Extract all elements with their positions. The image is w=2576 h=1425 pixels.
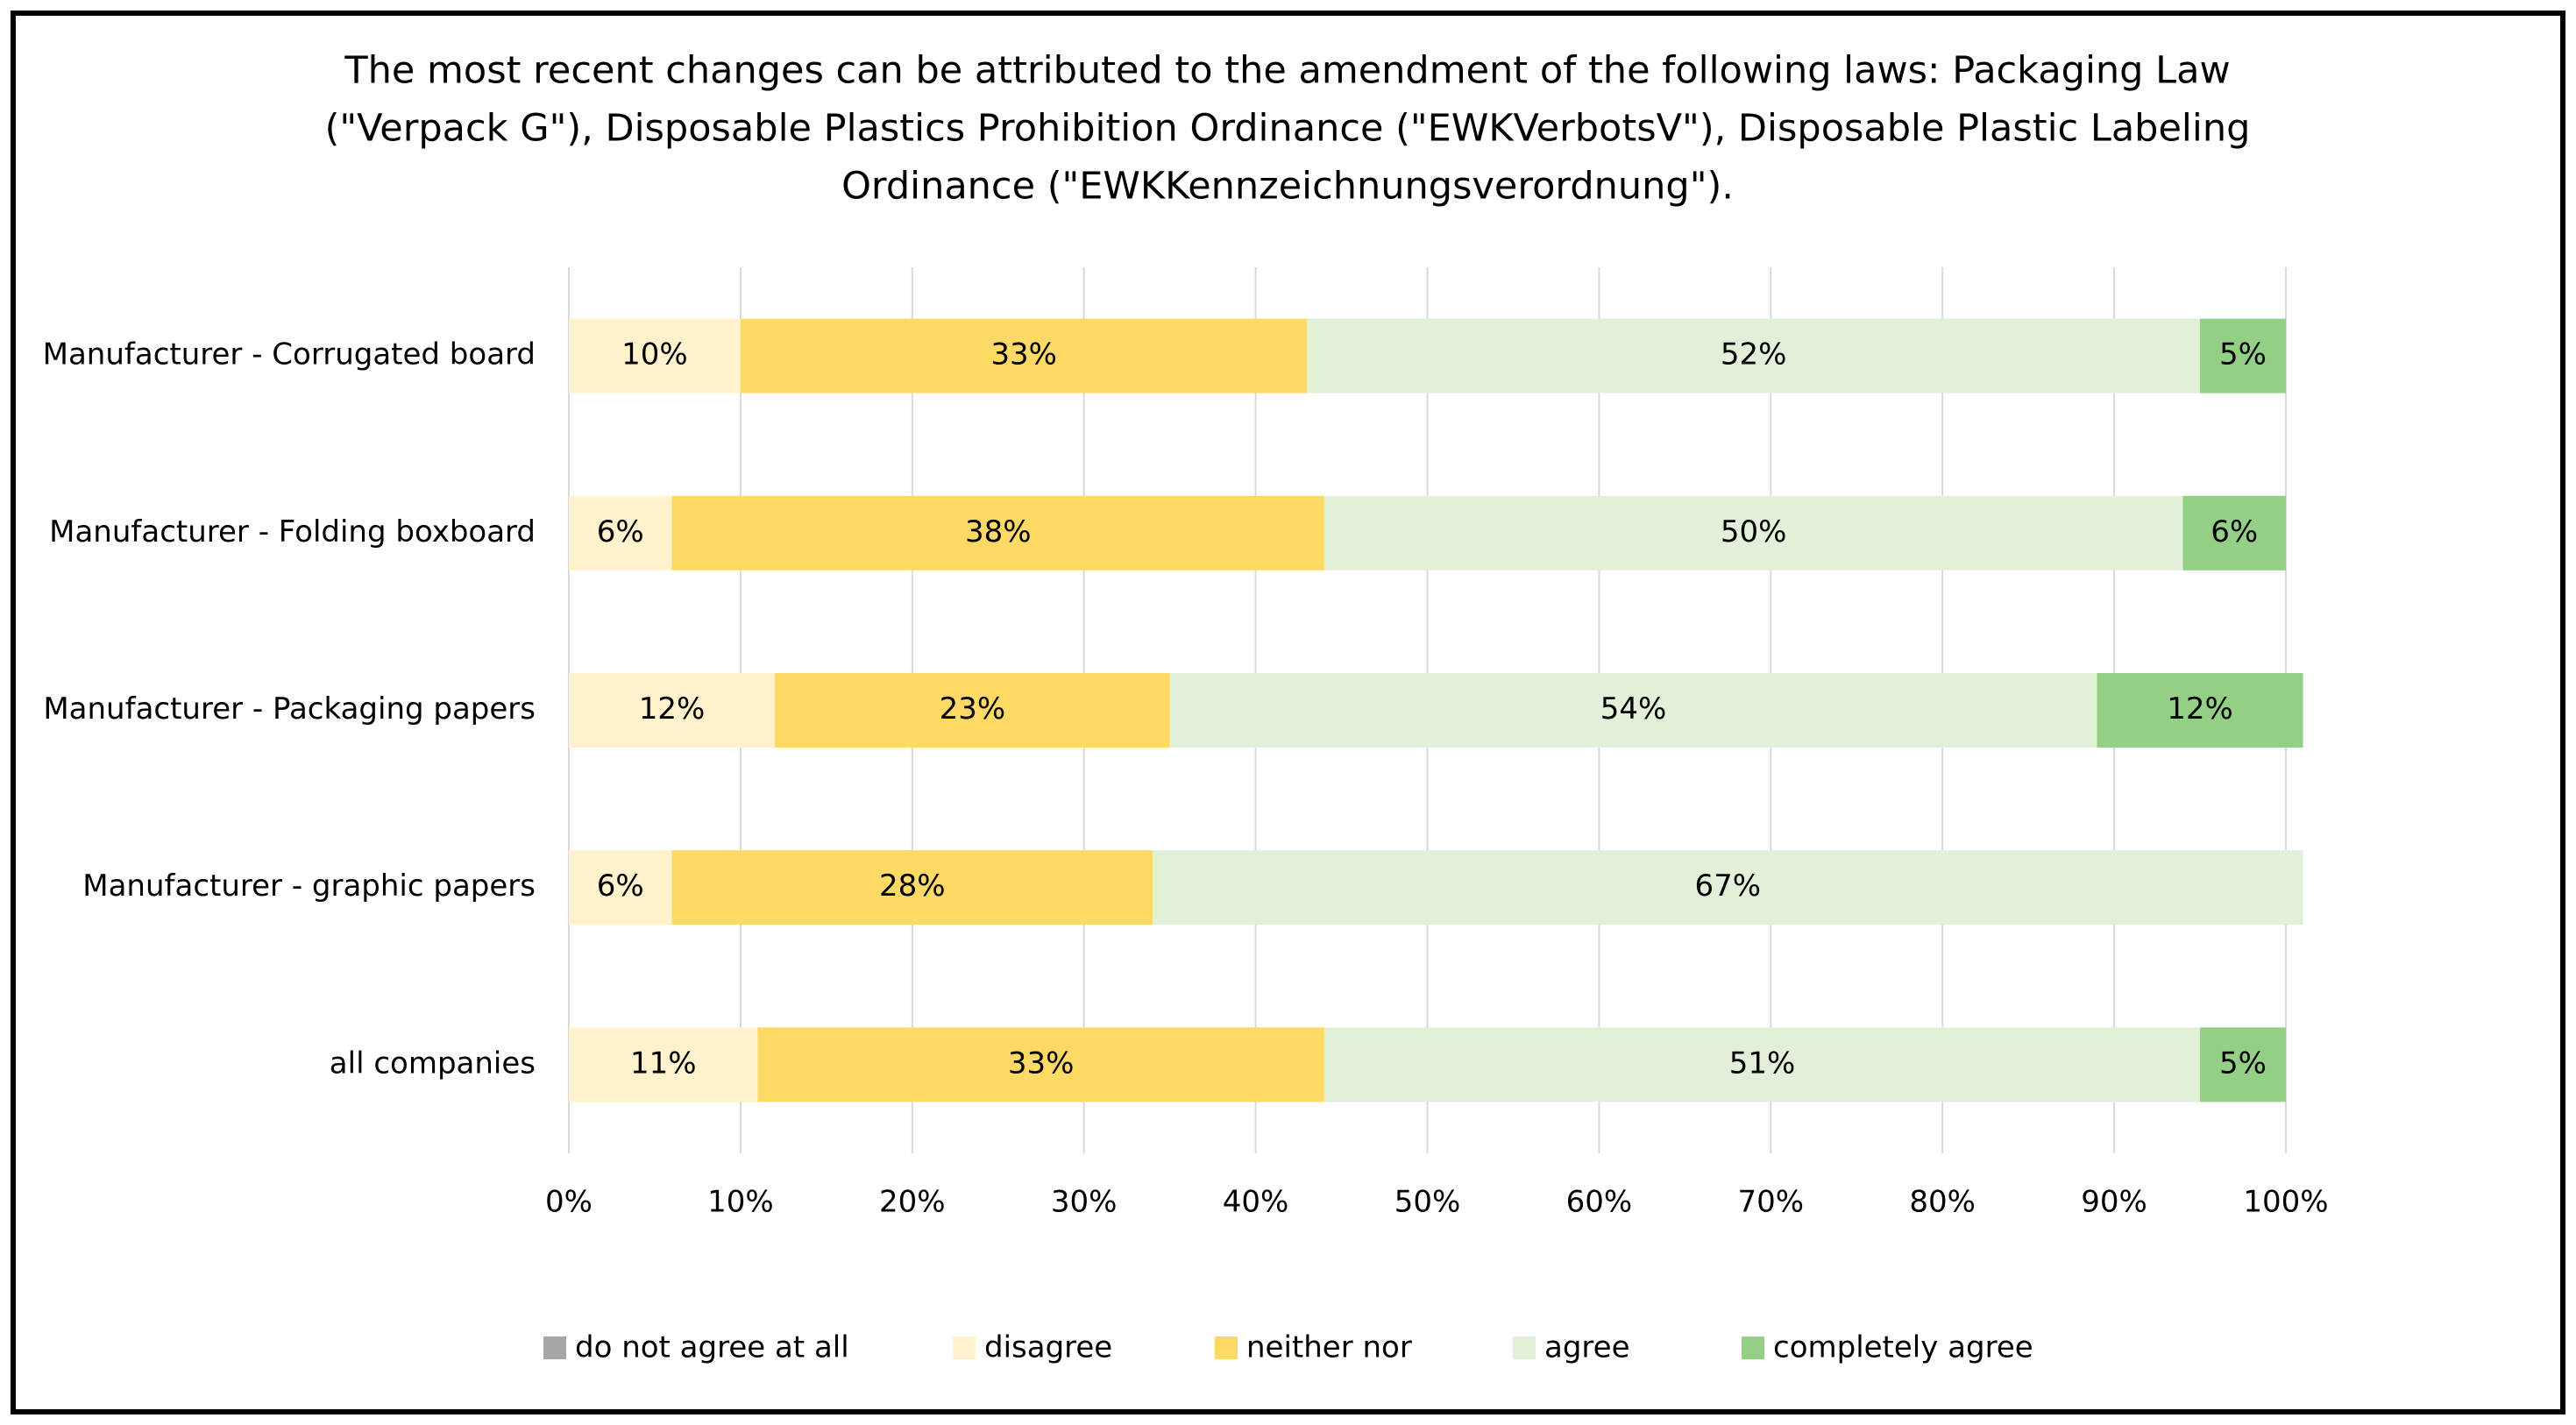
bar-segment — [757, 1027, 1324, 1102]
x-tick-label: 60% — [1566, 1185, 1633, 1220]
data-label: 33% — [1008, 1046, 1075, 1081]
data-label: 6% — [2211, 514, 2258, 549]
bar-segment — [2097, 673, 2303, 748]
bar-segment — [2200, 1027, 2286, 1102]
data-label: 6% — [597, 868, 644, 904]
y-tick-label: Manufacturer - Folding boxboard — [49, 514, 536, 549]
chart-title: ("Verpack G"), Disposable Plastics Prohi… — [325, 107, 2251, 151]
chart-title: Ordinance ("EWKKennzeichnungsverordnung"… — [841, 165, 1734, 209]
y-tick-label: Manufacturer - graphic papers — [82, 868, 536, 904]
bar-segment — [1307, 318, 2201, 393]
bar-segment — [775, 673, 1170, 748]
data-label: 54% — [1600, 691, 1667, 727]
legend-label: do not agree at all — [575, 1330, 849, 1365]
bar-segment — [569, 850, 672, 925]
data-label: 5% — [2219, 1046, 2267, 1081]
data-label: 33% — [990, 337, 1057, 372]
bar-segment — [1323, 495, 2183, 571]
bar-segment — [569, 318, 741, 393]
bar-segment — [671, 495, 1324, 571]
data-label: 5% — [2219, 337, 2267, 372]
bar-segment — [569, 1027, 758, 1102]
bar-segment — [1153, 850, 2303, 925]
x-tick-label: 90% — [2081, 1185, 2147, 1220]
bar-segment — [569, 673, 776, 748]
data-label: 38% — [965, 514, 1032, 549]
bar-segment — [2200, 318, 2286, 393]
legend-swatch — [1513, 1336, 1536, 1359]
legend-swatch — [543, 1336, 566, 1359]
chart-title: The most recent changes can be attribute… — [344, 49, 2230, 93]
legend-label: completely agree — [1773, 1330, 2033, 1365]
data-label: 10% — [621, 337, 688, 372]
x-tick-label: 10% — [707, 1185, 774, 1220]
data-label: 52% — [1721, 337, 1787, 372]
data-label: 51% — [1729, 1046, 1796, 1081]
data-label: 23% — [940, 691, 1006, 727]
bar-segment — [740, 318, 1308, 393]
x-tick-label: 20% — [879, 1185, 946, 1220]
y-tick-label: Manufacturer - Corrugated board — [43, 337, 536, 372]
x-tick-label: 50% — [1394, 1185, 1461, 1220]
data-label: 67% — [1695, 868, 1762, 904]
bar-segment — [2182, 495, 2286, 571]
legend-label: disagree — [984, 1330, 1112, 1365]
legend-swatch — [1215, 1336, 1238, 1359]
x-tick-label: 30% — [1051, 1185, 1118, 1220]
data-label: 12% — [639, 691, 706, 727]
data-label: 6% — [597, 514, 644, 549]
bar-segment — [1169, 673, 2097, 748]
data-label: 28% — [879, 868, 946, 904]
bar-segment — [569, 495, 672, 571]
x-tick-label: 0% — [545, 1185, 593, 1220]
bar-segment — [671, 850, 1153, 925]
legend-swatch — [1742, 1336, 1764, 1359]
y-tick-label: all companies — [330, 1046, 536, 1081]
x-tick-label: 40% — [1223, 1185, 1289, 1220]
x-tick-label: 80% — [1909, 1185, 1976, 1220]
y-tick-label: Manufacturer - Packaging papers — [43, 691, 536, 727]
legend-swatch — [953, 1336, 976, 1359]
bar-segment — [1323, 1027, 2201, 1102]
data-label: 50% — [1721, 514, 1787, 549]
legend-label: neither nor — [1246, 1330, 1412, 1365]
data-label: 12% — [2167, 691, 2233, 727]
x-tick-label: 100% — [2243, 1185, 2328, 1220]
data-label: 11% — [630, 1046, 697, 1081]
x-tick-label: 70% — [1738, 1185, 1805, 1220]
legend-label: agree — [1544, 1330, 1629, 1365]
